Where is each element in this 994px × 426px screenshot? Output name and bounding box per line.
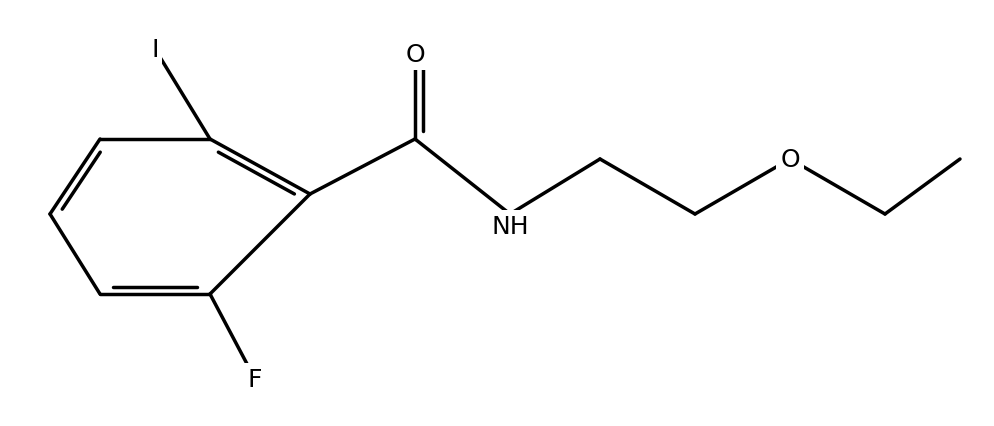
Text: O: O <box>780 148 800 172</box>
Text: F: F <box>248 367 262 391</box>
Text: I: I <box>151 38 159 62</box>
Text: O: O <box>406 43 424 67</box>
Text: NH: NH <box>491 215 529 239</box>
